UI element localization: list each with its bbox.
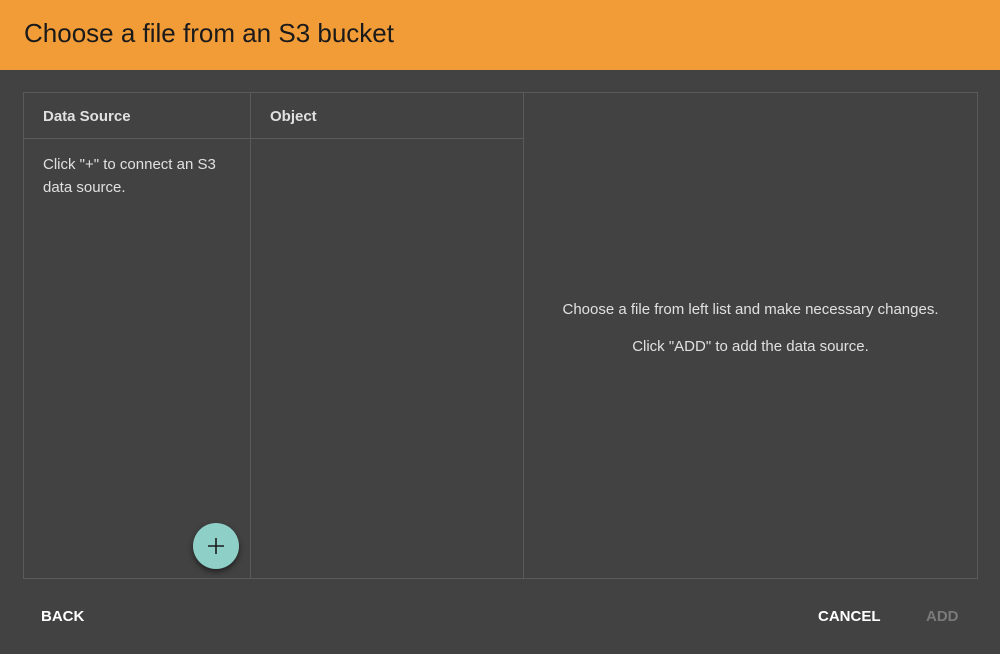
preview-pane: Choose a file from left list and make ne…	[524, 93, 977, 578]
add-data-source-button[interactable]	[193, 523, 239, 569]
cancel-button[interactable]: CANCEL	[818, 608, 881, 625]
back-button[interactable]: BACK	[41, 608, 85, 625]
data-source-header: Data Source	[24, 93, 250, 139]
object-column: Object	[251, 93, 524, 578]
data-source-column: Data Source Click "+" to connect an S3 d…	[24, 93, 251, 578]
dialog-title: Choose a file from an S3 bucket	[24, 18, 394, 48]
preview-instruction: Choose a file from left list and make ne…	[562, 301, 939, 318]
dialog-header: Choose a file from an S3 bucket	[0, 0, 1000, 70]
add-button[interactable]: ADD	[926, 608, 959, 625]
data-source-empty-hint: Click "+" to connect an S3 data source.	[43, 156, 216, 196]
plus-icon	[208, 538, 224, 554]
file-chooser-panel: Data Source Click "+" to connect an S3 d…	[23, 92, 978, 579]
object-header: Object	[251, 93, 523, 139]
preview-add-instruction: Click "ADD" to add the data source.	[632, 338, 869, 355]
